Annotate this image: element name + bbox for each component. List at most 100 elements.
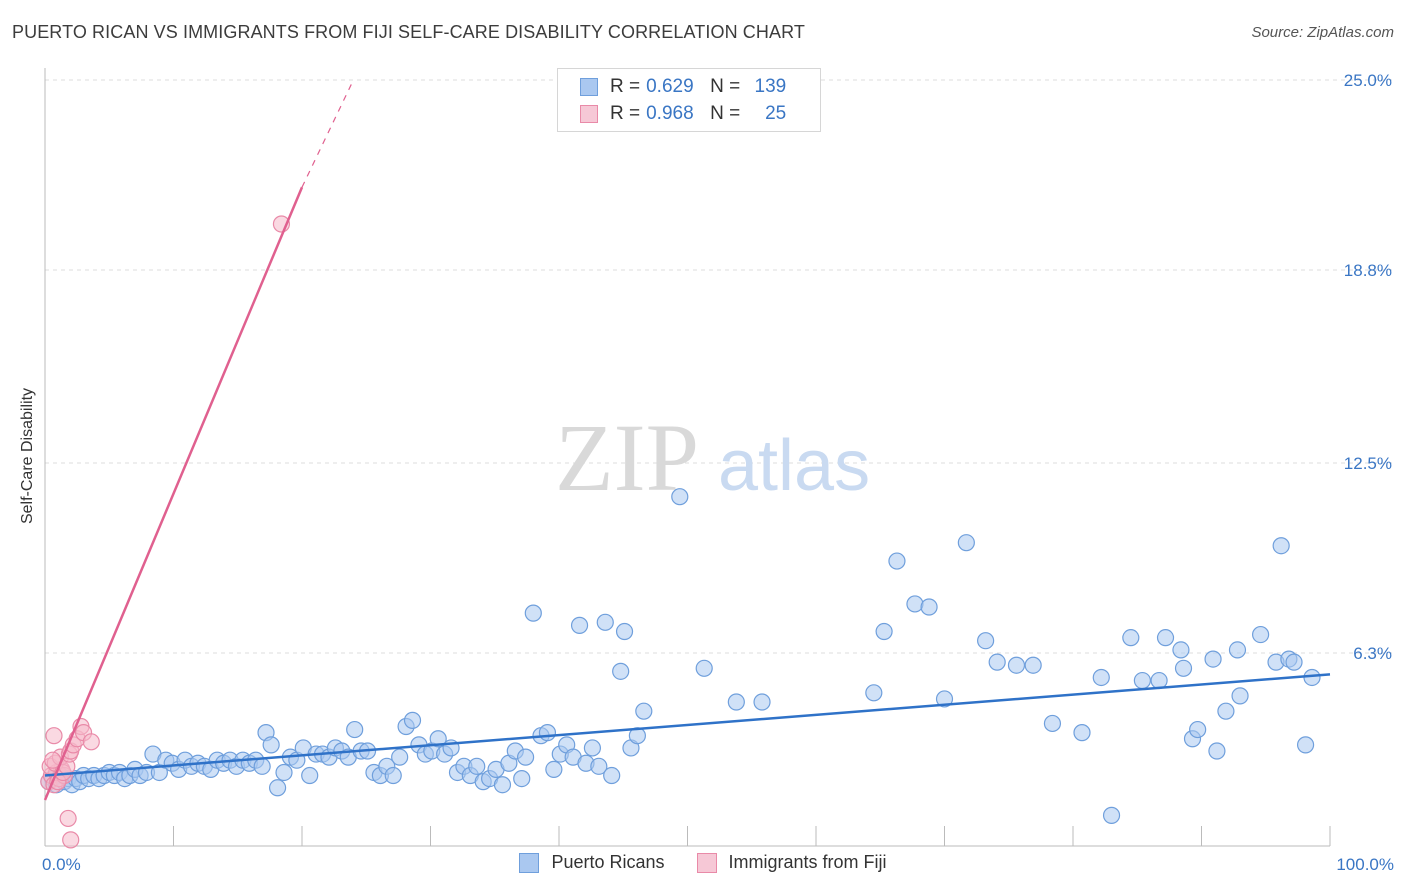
puerto-rican-point bbox=[268, 779, 287, 797]
legend-item-fiji: Immigrants from Fiji bbox=[696, 852, 887, 873]
y-tick-labels: 6.3% 12.5% 18.8% 25.0% bbox=[1344, 71, 1392, 663]
puerto-rican-point bbox=[538, 724, 557, 742]
puerto-rican-point bbox=[615, 622, 634, 641]
puerto-rican-point bbox=[727, 693, 745, 711]
fiji-point bbox=[82, 733, 100, 751]
puerto-rican-point bbox=[570, 616, 589, 634]
puerto-rican-point bbox=[1092, 668, 1110, 687]
legend-r-label: R = bbox=[610, 76, 641, 97]
fiji-point bbox=[59, 809, 77, 828]
x-tick-label: 100.0% bbox=[1336, 855, 1394, 874]
y-tick-label: 25.0% bbox=[1344, 71, 1392, 90]
puerto-rican-point bbox=[920, 598, 938, 616]
puerto-rican-point bbox=[1189, 720, 1207, 739]
puerto-rican-point bbox=[753, 693, 771, 711]
puerto-rican-point bbox=[253, 757, 271, 775]
legend-n-label: N = bbox=[710, 103, 741, 124]
legend-swatch-pink bbox=[696, 852, 717, 873]
puerto-rican-point bbox=[1285, 653, 1303, 671]
puerto-rican-point bbox=[346, 720, 364, 739]
puerto-rican-point bbox=[262, 736, 280, 754]
chart-title: PUERTO RICAN VS IMMIGRANTS FROM FIJI SEL… bbox=[12, 22, 805, 42]
legend-n-value: 25 bbox=[765, 103, 787, 124]
puerto-rican-point bbox=[1133, 671, 1151, 690]
puerto-rican-point bbox=[1174, 659, 1193, 677]
legend-label-fiji: Immigrants from Fiji bbox=[728, 852, 887, 872]
puerto-rican-point bbox=[384, 766, 402, 785]
fiji-trend-extension bbox=[301, 79, 354, 188]
puerto-rican-point bbox=[935, 690, 954, 708]
x-tick-label: 0.0% bbox=[42, 855, 81, 874]
puerto-rican-point bbox=[603, 766, 621, 785]
puerto-rican-point bbox=[1296, 736, 1315, 754]
puerto-rican-point bbox=[1172, 641, 1190, 659]
puerto-rican-point bbox=[1007, 656, 1026, 674]
series-legend: Puerto Ricans Immigrants from Fiji bbox=[0, 852, 1406, 873]
puerto-rican-point bbox=[671, 488, 689, 506]
puerto-rican-point bbox=[695, 659, 713, 677]
puerto-rican-point bbox=[906, 595, 924, 613]
legend-row-puerto-ricans: R = 0.629 N = 139 bbox=[580, 75, 786, 99]
puerto-rican-point bbox=[583, 739, 602, 757]
puerto-rican-point bbox=[1150, 671, 1168, 690]
puerto-rican-point bbox=[1204, 650, 1222, 668]
legend-r-label: R = bbox=[610, 103, 641, 124]
puerto-rican-point bbox=[1231, 687, 1249, 705]
puerto-rican-point bbox=[1208, 742, 1226, 760]
puerto-rican-point bbox=[493, 776, 512, 794]
watermark-atlas: atlas bbox=[718, 426, 870, 506]
legend-n-label: N = bbox=[710, 76, 741, 97]
puerto-rican-point bbox=[1073, 724, 1091, 742]
trend-lines bbox=[43, 79, 1331, 801]
puerto-rican-point bbox=[1156, 629, 1175, 647]
puerto-rican-point bbox=[513, 769, 531, 788]
legend-n-value: 139 bbox=[754, 76, 787, 97]
legend-r-value: 0.629 bbox=[646, 76, 694, 97]
source-label: Source: ZipAtlas.com bbox=[1251, 24, 1394, 41]
puerto-rican-point bbox=[1043, 714, 1062, 733]
legend-swatch-blue bbox=[580, 78, 598, 96]
puerto-rican-point bbox=[429, 730, 447, 748]
puerto-rican-point bbox=[596, 613, 614, 631]
y-tick-label: 12.5% bbox=[1344, 454, 1392, 473]
puerto-rican-point bbox=[468, 757, 486, 775]
puerto-rican-point bbox=[1024, 656, 1042, 674]
puerto-rican-point bbox=[635, 702, 653, 720]
puerto-rican-point bbox=[1272, 537, 1290, 555]
grid-lines bbox=[45, 79, 1392, 654]
puerto-rican-point bbox=[545, 760, 563, 779]
legend-row-fiji: R = 0.968 N = 25 bbox=[580, 102, 786, 126]
puerto-rican-point bbox=[391, 748, 409, 766]
fiji-trend-line bbox=[43, 186, 304, 801]
puerto-rican-point bbox=[590, 757, 608, 775]
puerto-rican-point bbox=[403, 711, 422, 729]
legend-label-puerto-ricans: Puerto Ricans bbox=[551, 852, 665, 872]
puerto-rican-trend-line bbox=[44, 673, 1331, 777]
legend-r-value: 0.968 bbox=[646, 103, 694, 124]
puerto-rican-point bbox=[524, 604, 542, 622]
puerto-rican-point bbox=[301, 766, 319, 785]
puerto-rican-point bbox=[1252, 625, 1270, 644]
puerto-rican-points bbox=[40, 488, 1321, 824]
y-tick-label: 6.3% bbox=[1353, 644, 1392, 663]
puerto-rican-point bbox=[1102, 806, 1121, 824]
puerto-rican-point bbox=[957, 534, 975, 552]
puerto-rican-point bbox=[977, 632, 995, 650]
watermark: ZIP atlas bbox=[555, 404, 870, 511]
fiji-point bbox=[45, 727, 63, 745]
puerto-rican-point bbox=[988, 653, 1006, 671]
puerto-rican-point bbox=[1122, 629, 1140, 647]
puerto-rican-point bbox=[875, 622, 893, 641]
x-tick-labels: 0.0% 100.0% bbox=[42, 855, 1394, 874]
puerto-rican-point bbox=[1217, 702, 1235, 720]
legend-swatch-blue bbox=[519, 852, 540, 873]
legend-item-puerto-ricans: Puerto Ricans bbox=[519, 852, 665, 873]
legend-swatch-pink bbox=[580, 105, 598, 123]
y-tick-label: 18.8% bbox=[1344, 261, 1392, 280]
puerto-rican-point bbox=[888, 552, 906, 570]
puerto-rican-point bbox=[275, 763, 293, 782]
puerto-rican-point bbox=[612, 662, 630, 680]
axes bbox=[44, 68, 1331, 847]
fiji-point bbox=[62, 831, 80, 849]
